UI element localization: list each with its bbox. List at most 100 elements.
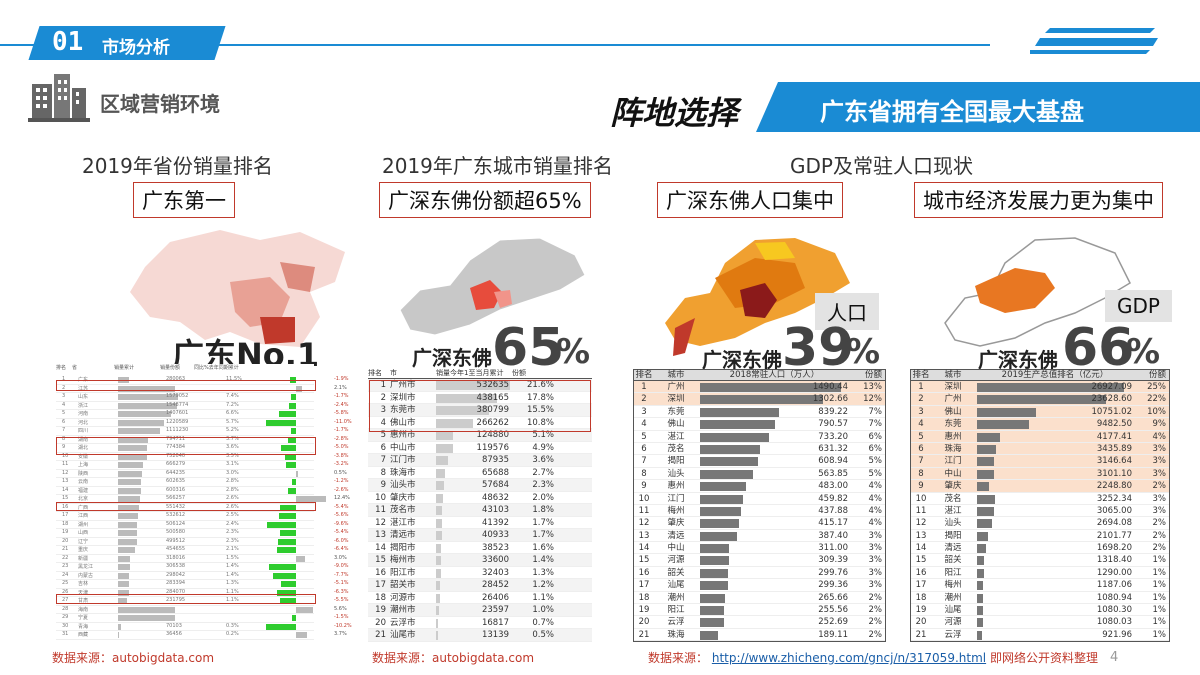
table-row: 4 佛山 790.57 7% [634,418,885,431]
growth-bar [279,504,296,511]
rank-cell: 5 [918,431,924,442]
share-cell: 2% [1152,530,1167,541]
source-link[interactable]: http://www.zhicheng.com/gncj/n/317059.ht… [711,651,987,665]
sales-bar [118,428,161,434]
value-cell: 10751.02 [975,406,1135,417]
rank-cell: 12 [62,469,69,476]
province-cell: 浙江 [78,402,89,409]
value-cell: 189.11 [698,629,851,640]
sales-bar [118,547,136,553]
city-cell: 湛江 [944,505,962,516]
growth-bar [267,521,296,528]
value-cell: 1080.30 [975,604,1135,616]
rank-cell: 8 [380,467,386,478]
growth-value: -7.7% [334,571,349,578]
share-value: 3.7% [226,435,239,442]
banner-bar [756,82,1200,132]
chart-table-header: 排名 城市 2019生产总值排名（亿元） 份额 [911,370,1169,381]
value-bar [436,493,443,503]
table-row: 7 四川 1111230 5.2% -1.7% [56,427,349,436]
growth-value: -1.7% [334,427,349,433]
rank-cell: 4 [641,419,647,430]
share-value: 1.4% [226,563,239,569]
value-text: 1187.06 [1096,580,1132,591]
city-cell: 肇庆 [667,518,685,529]
rank-cell: 18 [638,592,650,603]
rank-cell: 9 [380,480,386,490]
table-row: 9 惠州 483.00 4% [634,480,885,493]
growth-bar [278,538,296,545]
sales-bar [118,504,139,511]
value-cell: 13139 [436,629,512,641]
table-row: 11 梅州 437.88 4% [634,505,885,518]
share-cell: 1.7% [532,517,554,528]
value-bar [700,568,729,578]
value-cell: 921.96 [975,629,1135,640]
growth-bar [288,487,296,494]
header-cell: 排名 [912,370,930,380]
value-bar [700,556,730,566]
city-cell: 东莞市 [390,405,416,415]
city-cell: 清远 [667,530,685,541]
growth-bar [281,445,296,451]
col1-tag: 广东第一 [133,182,235,218]
value-text: 32403 [481,567,509,578]
rank-cell: 26 [62,588,69,595]
table-row: 21 云浮 921.96 1% [911,629,1169,642]
col2-tag: 广深东佛份额超65% [379,182,591,218]
share-value: 7.4% [226,393,239,399]
value-cell: 38523 [436,542,512,554]
value-cell: 16817 [436,617,512,629]
value-bar [700,469,754,479]
city-cell: 佛山 [944,406,962,417]
city-cell: 梅州市 [390,555,416,565]
growth-value: 5.6% [334,605,347,612]
share-cell: 3% [868,543,883,554]
value-bar [700,407,780,417]
province-cell: 河南 [78,411,89,417]
sales-value: 752040 [166,452,186,459]
value-text: 252.69 [818,617,848,628]
value-bar [700,606,725,616]
share-cell: 1.7% [532,530,554,540]
table-row: 14 福建 600316 2.8% -2.6% [56,486,349,495]
table-row: 15 河源 309.39 3% [634,554,885,567]
table-row: 3 东莞市 380799 15.5% [368,404,592,417]
rank-cell: 4 [918,419,924,430]
growth-value: -9.6% [334,520,349,527]
value-bar [700,506,742,516]
city-cell: 河源市 [390,592,416,603]
growth-bar [296,496,326,502]
header-cell: 同比%去年同期累计 [194,365,239,371]
value-cell: 3435.89 [975,443,1135,454]
table-row: 22 新疆 318016 1.5% 3.0% [56,555,347,563]
city-cell: 韶关市 [390,580,416,590]
growth-bar [277,589,296,596]
rank-cell: 19 [915,605,927,616]
value-cell: 437.88 [698,505,851,516]
value-text: 1318.40 [1096,555,1132,566]
sales-value: 1220589 [166,418,189,425]
value-text: 87935 [481,455,509,465]
value-cell: 608.94 [698,455,851,467]
table-row: 20 云浮市 16817 0.7% [368,617,592,629]
growth-value: -9.0% [334,563,349,569]
table-row: 14 清远 1698.20 2% [911,542,1169,555]
rank-cell: 8 [62,435,66,442]
growth-bar [286,462,296,468]
sales-value: 231795 [166,597,186,603]
sales-value: 1548774 [166,401,189,408]
value-bar [977,444,996,454]
share-cell: 1.0% [532,605,554,615]
sales-value: 298042 [166,571,186,578]
growth-value: -2.8% [334,435,349,442]
sales-value: 306538 [166,563,186,569]
value-text: 3146.64 [1096,456,1132,467]
share-cell: 1.4% [532,555,554,565]
sales-value: 1111230 [166,427,189,433]
share-cell: 4% [868,493,883,504]
rank-cell: 20 [915,617,927,628]
value-cell: 43103 [436,504,512,516]
share-value: 2.8% [226,486,239,493]
city-cell: 云浮 [667,617,685,628]
